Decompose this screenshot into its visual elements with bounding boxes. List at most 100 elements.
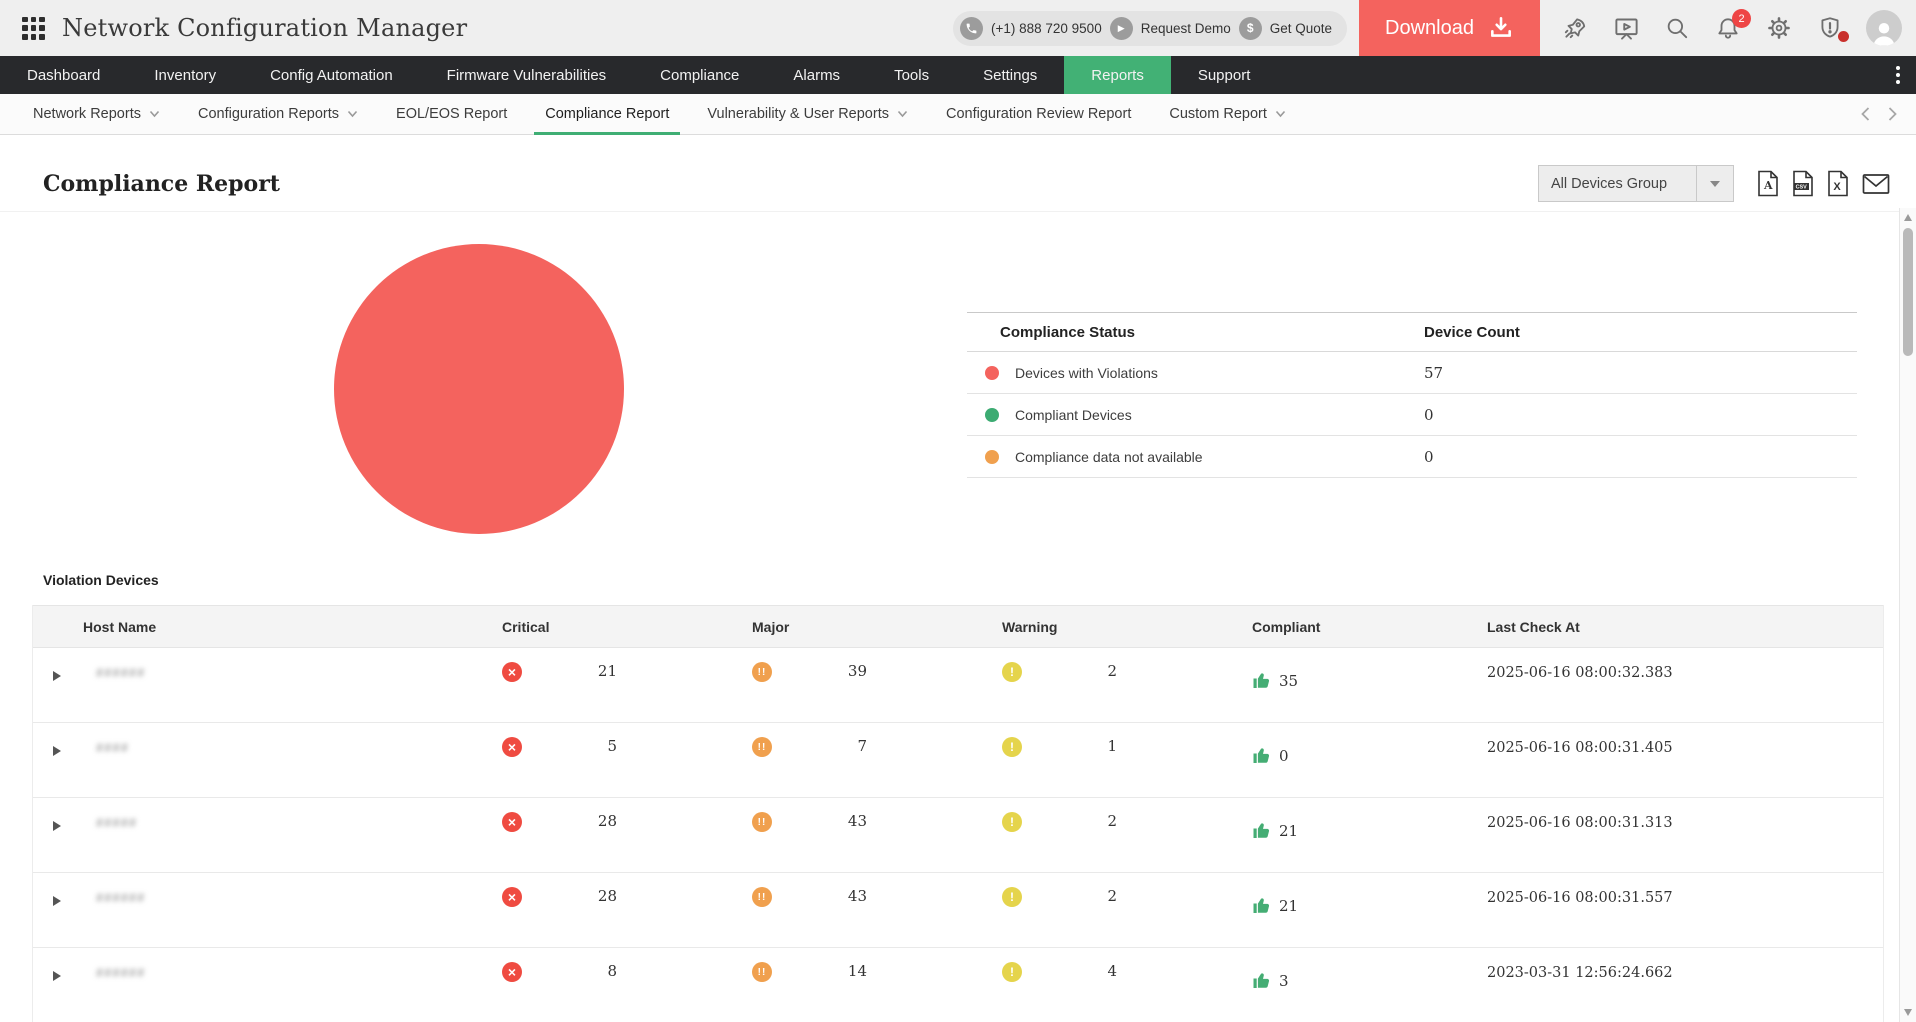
compliant-count: 21 — [1279, 822, 1299, 840]
request-demo-link[interactable]: Request Demo — [1140, 20, 1231, 36]
subnav-tab-configuration-review-report[interactable]: Configuration Review Report — [945, 106, 1132, 122]
get-quote-link[interactable]: Get Quote — [1269, 20, 1333, 36]
status-rows: Devices with Violations 57 Compliant Dev… — [967, 352, 1857, 478]
notifications-bell-icon[interactable]: 2 — [1713, 9, 1751, 45]
whats-new-rocket-icon[interactable] — [1560, 11, 1590, 45]
col-header-host-name: Host Name — [83, 618, 157, 635]
mainnav-item-config-automation[interactable]: Config Automation — [270, 66, 393, 84]
expand-caret-icon[interactable] — [53, 821, 61, 831]
critical-icon: × — [502, 737, 522, 757]
major-count: 43 — [847, 812, 867, 830]
major-icon: !! — [752, 737, 772, 757]
app-title: Network Configuration Manager — [62, 14, 468, 42]
mainnav-item-tools[interactable]: Tools — [894, 66, 930, 84]
phone-number[interactable]: (+1) 888 720 9500 — [990, 20, 1102, 36]
expand-caret-icon[interactable] — [53, 896, 61, 906]
mainnav-item-reports[interactable]: Reports — [1064, 56, 1171, 94]
major-count: 39 — [847, 662, 867, 680]
export-mail-icon[interactable] — [1862, 173, 1890, 195]
col-header-last-check: Last Check At — [1487, 618, 1580, 635]
mainnav-item-dashboard[interactable]: Dashboard — [27, 66, 101, 84]
host-name-masked: #### — [96, 740, 129, 755]
host-name-masked: ###### — [96, 890, 146, 905]
major-icon: !! — [752, 962, 772, 982]
subnav-scroll-right-icon[interactable] — [1887, 106, 1898, 122]
mainnav-item-inventory[interactable]: Inventory — [154, 66, 217, 84]
status-table-row: Compliance data not available 0 — [967, 436, 1857, 478]
download-button[interactable]: Download — [1359, 0, 1540, 56]
device-count-value: 0 — [1424, 447, 1434, 466]
violation-table-header: Host Name Critical Major Warning Complia… — [33, 605, 1883, 648]
subnav-items: Network Reports Configuration Reports EOL/… — [14, 94, 1305, 135]
table-row: ###### × 21 !! 39 ! 2 35 2025-06-16 08:00:3… — [33, 648, 1883, 723]
status-label: Devices with Violations — [1015, 364, 1158, 381]
app-launcher-icon[interactable] — [22, 16, 45, 40]
subnav-tab-custom-report[interactable]: Custom Report — [1150, 94, 1305, 134]
status-color-dot — [985, 365, 999, 380]
nav-overflow-menu-icon[interactable] — [1896, 56, 1900, 94]
scrollbar-thumb[interactable] — [1903, 228, 1913, 356]
expand-caret-icon[interactable] — [53, 671, 61, 681]
expand-caret-icon[interactable] — [53, 971, 61, 981]
major-icon: !! — [752, 812, 772, 832]
export-pdf-icon[interactable]: A — [1757, 170, 1779, 197]
mainnav-item-compliance[interactable]: Compliance — [660, 66, 740, 84]
scroll-up-arrow-icon[interactable] — [1904, 214, 1912, 221]
subnav-tab-configuration-reports[interactable]: Configuration Reports — [179, 94, 377, 134]
last-check-at: 2025-06-16 08:00:32.383 — [1487, 665, 1673, 681]
compliance-pie-chart[interactable] — [334, 244, 624, 534]
license-shield-icon[interactable] — [1815, 11, 1849, 45]
violation-devices-table: Host Name Critical Major Warning Complia… — [32, 605, 1884, 1022]
expand-caret-icon[interactable] — [53, 746, 61, 756]
status-color-dot — [985, 407, 999, 422]
alert-dot — [1838, 31, 1849, 42]
mainnav-item-support[interactable]: Support — [1197, 66, 1251, 84]
warning-count: 2 — [1107, 812, 1117, 830]
violation-rows: ###### × 21 !! 39 ! 2 3 5 2025-06-16 08:00:3… — [33, 648, 1883, 1022]
critical-count: 21 — [597, 662, 617, 680]
warning-count: 1 — [1107, 737, 1117, 755]
app-header: Network Configuration Manager (+1) 888 7… — [0, 0, 1916, 56]
subnav-tab-compliance-report[interactable]: Compliance Report — [526, 94, 688, 135]
search-icon[interactable] — [1662, 11, 1692, 45]
critical-icon: × — [502, 962, 522, 982]
device-count-value: 57 — [1424, 363, 1444, 382]
settings-gear-icon[interactable] — [1764, 11, 1794, 45]
subnav-tab-eol-eos-report[interactable]: EOL/EOS Report — [396, 106, 508, 122]
major-icon: !! — [752, 662, 772, 682]
mainnav-item-firmware-vulnerabilities[interactable]: Firmware Vulnerabilities — [446, 66, 607, 84]
report-toolbar: All Devices Group A CSV X — [1538, 165, 1890, 202]
svg-text:A: A — [1763, 179, 1773, 192]
mainnav-item-settings[interactable]: Settings — [983, 66, 1038, 84]
status-col-header: Compliance Status — [1000, 323, 1136, 341]
thumbs-up-icon — [1253, 673, 1270, 688]
violation-devices-title: Violation Devices — [43, 572, 159, 588]
warning-icon: ! — [1002, 737, 1022, 757]
critical-icon: × — [502, 887, 522, 907]
main-navigation: Dashboard Inventory Config Automation Firmw… — [0, 56, 1916, 94]
last-check-at: 2025-06-16 08:00:31.405 — [1487, 740, 1673, 756]
dollar-icon: $ — [1238, 16, 1262, 40]
vertical-scrollbar[interactable] — [1899, 208, 1916, 1022]
scroll-down-arrow-icon[interactable] — [1904, 1009, 1912, 1016]
subnav-tab-network-reports[interactable]: Network Reports — [14, 94, 179, 134]
compliant-count: 3 — [1279, 972, 1289, 990]
user-avatar[interactable] — [1866, 10, 1902, 46]
notification-count-badge: 2 — [1732, 9, 1751, 28]
host-name-masked: ###### — [96, 965, 146, 980]
subnav-scroll-left-icon[interactable] — [1860, 106, 1871, 122]
mainnav-item-alarms[interactable]: Alarms — [793, 66, 841, 84]
export-csv-icon[interactable]: CSV — [1792, 170, 1814, 197]
status-label: Compliance data not available — [1015, 448, 1203, 465]
training-video-icon[interactable] — [1611, 11, 1641, 45]
critical-count: 5 — [607, 737, 617, 755]
export-xls-icon[interactable]: X — [1827, 170, 1849, 197]
warning-icon: ! — [1002, 887, 1022, 907]
contact-pill: (+1) 888 720 9500 ▶ Request Demo $ Get Q… — [952, 10, 1348, 46]
critical-count: 28 — [597, 887, 617, 905]
device-group-select[interactable]: All Devices Group — [1538, 165, 1734, 202]
page-title: Compliance Report — [43, 171, 280, 197]
host-name-masked: ###### — [96, 665, 146, 680]
subnav-tab-vulnerability-user-reports[interactable]: Vulnerability & User Reports — [688, 94, 927, 134]
thumbs-up-icon — [1253, 748, 1270, 763]
